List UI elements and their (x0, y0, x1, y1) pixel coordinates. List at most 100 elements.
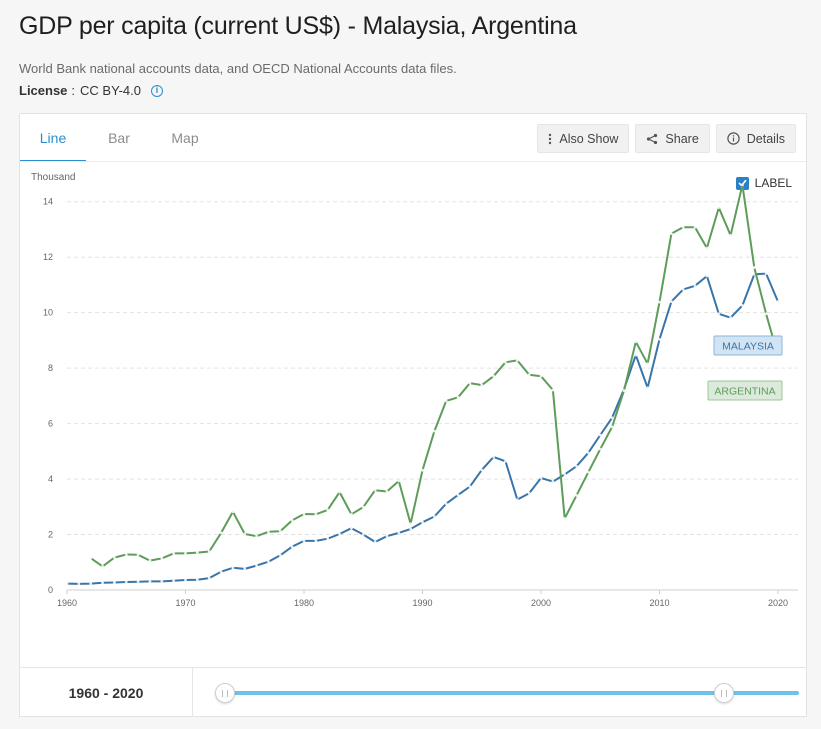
data-point (456, 493, 460, 497)
data-point (468, 485, 472, 488)
share-label: Share (665, 131, 699, 146)
data-point (361, 505, 365, 509)
line-chart: 0 2 4 6 8 10 12 14 1960 1970 1980 1990 2000 2010 2020 M… (43, 183, 798, 608)
data-point (610, 425, 614, 429)
data-point (598, 447, 602, 451)
data-point (148, 580, 152, 583)
data-point (492, 455, 495, 459)
data-point (515, 498, 519, 501)
data-point (101, 565, 104, 568)
data-point (409, 522, 413, 526)
data-point (646, 386, 650, 390)
data-point (634, 340, 638, 344)
data-point (172, 579, 176, 583)
data-point (741, 183, 744, 187)
share-button[interactable]: Share (635, 124, 710, 153)
data-point (622, 389, 626, 392)
data-point (444, 399, 448, 403)
data-point (598, 433, 602, 437)
data-point (705, 274, 709, 278)
data-point (314, 539, 318, 543)
data-point (634, 353, 638, 357)
data-point (456, 395, 460, 399)
license-label: License (19, 83, 68, 98)
page-title: GDP per capita (current US$) - Malaysia,… (19, 12, 577, 40)
data-point (231, 510, 235, 514)
data-point (255, 534, 258, 538)
checkbox-checked-icon[interactable] (735, 176, 749, 190)
data-point (681, 287, 685, 291)
data-point (397, 479, 401, 483)
x-tick-label: 1960 (57, 598, 77, 608)
data-point (776, 300, 780, 303)
y-tick-label: 2 (48, 530, 53, 540)
view-tabs: Line Bar Map (20, 114, 218, 162)
y-tick-label: 6 (48, 419, 53, 429)
data-point (124, 580, 128, 584)
data-point (741, 304, 744, 307)
data-point (89, 556, 93, 560)
source-text: World Bank national accounts data, and O… (19, 61, 457, 76)
data-point (195, 578, 199, 582)
data-point (432, 429, 436, 433)
data-point (444, 502, 448, 506)
data-point (302, 539, 306, 543)
data-point (658, 300, 661, 304)
x-tick-label: 2010 (649, 598, 669, 608)
x-tick-label: 1990 (412, 598, 432, 608)
data-point (468, 381, 472, 385)
slider-start-handle[interactable] (215, 683, 235, 703)
data-point (587, 451, 590, 455)
data-point (124, 553, 128, 556)
data-point (729, 316, 732, 320)
data-point (231, 566, 235, 570)
tab-line[interactable]: Line (20, 114, 86, 162)
data-point (551, 480, 555, 483)
x-tick-label: 1980 (294, 598, 314, 608)
data-point (669, 232, 673, 236)
data-point (278, 529, 282, 533)
footer-divider (20, 667, 806, 668)
share-icon (646, 133, 658, 145)
data-point (432, 515, 436, 518)
data-point (385, 534, 389, 538)
data-point (267, 530, 270, 534)
data-point (764, 272, 768, 275)
data-point (563, 517, 567, 520)
slider-end-handle[interactable] (714, 683, 734, 703)
year-range-slider-track[interactable] (224, 691, 799, 695)
data-point (219, 531, 223, 535)
data-point (113, 556, 116, 559)
x-tick-label: 2000 (531, 598, 551, 608)
data-point (160, 556, 164, 560)
data-point (361, 533, 365, 536)
data-point (243, 532, 247, 536)
data-point (101, 581, 104, 585)
data-point (314, 512, 318, 516)
data-point (527, 491, 531, 495)
tabs-divider (20, 161, 806, 162)
details-button[interactable]: Details (715, 124, 796, 153)
data-point (326, 537, 330, 541)
data-point (705, 246, 709, 250)
data-point (136, 580, 140, 584)
data-point (77, 582, 81, 586)
argentina-end-label: ARGENTINA (714, 386, 775, 398)
tab-map[interactable]: Map (171, 130, 199, 146)
grip-icon (721, 689, 727, 697)
data-point (575, 494, 578, 497)
data-point (65, 582, 69, 586)
label-toggle[interactable]: LABEL (735, 176, 792, 190)
data-point (504, 360, 507, 364)
data-point (373, 540, 377, 544)
tab-bar[interactable]: Bar (108, 130, 130, 146)
chart-panel: Line Bar Map Also Show Share Details Tho… (19, 113, 807, 717)
kebab-icon (548, 133, 552, 145)
info-icon[interactable]: i (150, 84, 163, 97)
also-show-button[interactable]: Also Show (537, 124, 630, 153)
year-range-label: 1960 - 2020 (20, 668, 193, 717)
y-tick-label: 0 (48, 585, 53, 595)
data-point (575, 464, 578, 468)
license-value: CC BY-4.0 (80, 83, 141, 98)
data-point (480, 383, 484, 387)
